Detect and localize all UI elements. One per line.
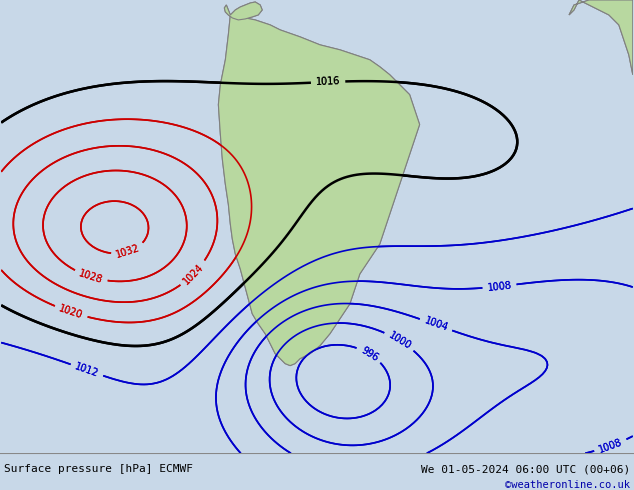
Polygon shape	[569, 0, 633, 74]
Text: 1012: 1012	[74, 361, 100, 379]
Text: 1008: 1008	[487, 280, 512, 293]
Text: 1024: 1024	[181, 262, 206, 286]
Text: 1008: 1008	[597, 437, 624, 455]
Polygon shape	[218, 15, 420, 366]
Text: 1000: 1000	[387, 330, 413, 351]
Polygon shape	[218, 15, 420, 366]
Polygon shape	[569, 0, 633, 74]
Text: 1008: 1008	[487, 280, 512, 293]
Text: We 01-05-2024 06:00 UTC (00+06): We 01-05-2024 06:00 UTC (00+06)	[421, 464, 630, 474]
Text: 1008: 1008	[597, 437, 624, 455]
Text: 1016: 1016	[316, 76, 340, 87]
Text: 1024: 1024	[181, 262, 206, 286]
Text: 1032: 1032	[115, 243, 141, 260]
Text: 996: 996	[359, 345, 380, 363]
Text: 1016: 1016	[316, 76, 340, 87]
Text: 1020: 1020	[58, 303, 84, 320]
Text: 1028: 1028	[77, 269, 104, 285]
Text: 1004: 1004	[423, 316, 450, 334]
Text: ©weatheronline.co.uk: ©weatheronline.co.uk	[505, 480, 630, 490]
Text: 1020: 1020	[58, 303, 84, 320]
Text: Surface pressure [hPa] ECMWF: Surface pressure [hPa] ECMWF	[4, 464, 193, 474]
Text: 1004: 1004	[423, 316, 450, 334]
Polygon shape	[224, 2, 262, 20]
Text: 1028: 1028	[77, 269, 104, 285]
Polygon shape	[224, 2, 262, 20]
Text: 996: 996	[359, 345, 380, 363]
Text: 1000: 1000	[387, 330, 413, 351]
Text: 1012: 1012	[74, 361, 100, 379]
Text: 1032: 1032	[115, 243, 141, 260]
